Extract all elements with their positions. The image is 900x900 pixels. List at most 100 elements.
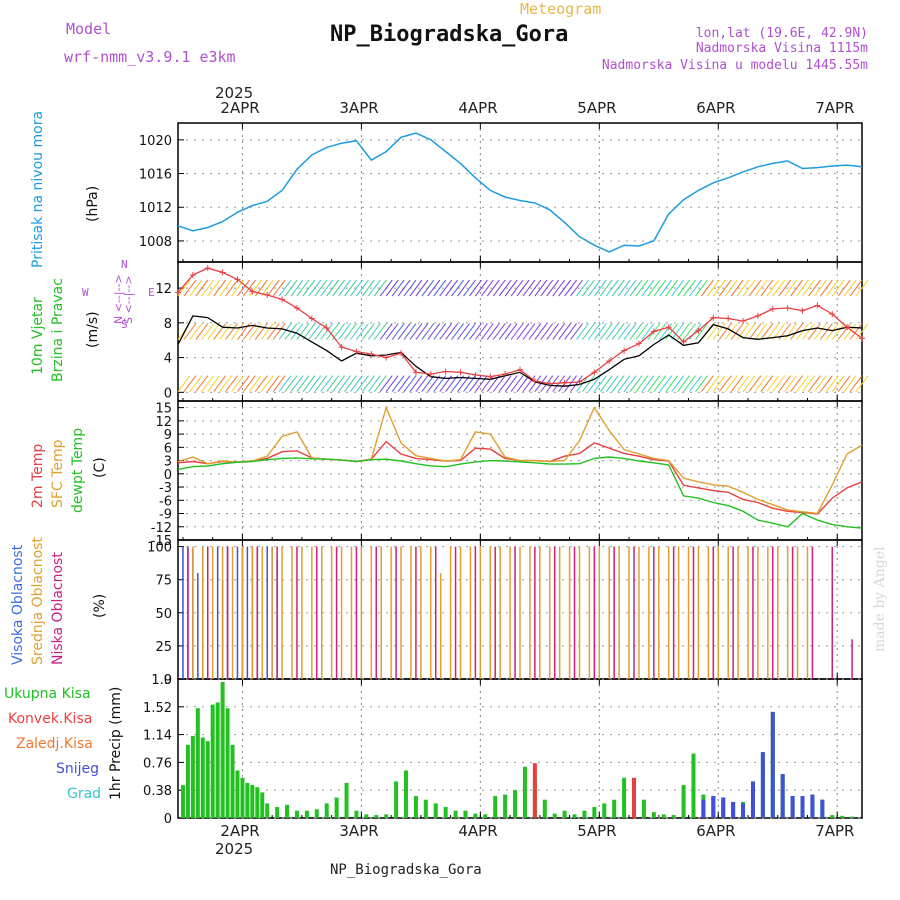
wind-barb (183, 375, 197, 392)
wind-barb (296, 375, 310, 392)
precip-bar (612, 799, 617, 818)
temperature-ytick-label: 3 (164, 455, 172, 470)
wind-barb (350, 375, 363, 392)
precip-bar (190, 736, 195, 818)
precip-bar (760, 752, 765, 818)
model-label: Model (66, 20, 112, 38)
wind-barb (701, 375, 714, 392)
precip-bar (245, 782, 250, 818)
wind-barb (231, 323, 244, 340)
temperature-frame (177, 400, 863, 541)
wind-barb (605, 375, 619, 392)
cloud-ytick-label: 75 (155, 574, 172, 589)
wind-barb (564, 323, 578, 340)
wind-barb (391, 375, 405, 392)
precip-bar (503, 794, 508, 818)
wind-barb (189, 279, 203, 297)
wind-barb (439, 323, 453, 340)
precip-bar (235, 770, 240, 818)
wind-barb (570, 279, 583, 297)
pressure-ytick-label: 1008 (139, 235, 172, 250)
wind-barb (748, 279, 762, 297)
wind-barb (272, 323, 286, 340)
wind-barb (367, 279, 381, 297)
wind-barb (671, 375, 685, 392)
lonlat-label: lon,lat (19.6E, 42.9N) (695, 26, 868, 41)
precip-bar (493, 796, 498, 818)
wind-barb (183, 279, 197, 297)
wind-barb (320, 323, 334, 340)
precip-bar (275, 807, 280, 818)
wind-barb (760, 279, 774, 297)
precip-bar (200, 737, 205, 818)
wind-barb (492, 323, 506, 340)
meteogram-label: Meteogram (520, 0, 602, 18)
precip-bar (691, 753, 696, 818)
wind-barb (373, 323, 387, 340)
precip-bar (770, 711, 775, 818)
wind-barb (296, 279, 310, 297)
wind-barb (522, 375, 536, 392)
wind-barb (564, 279, 578, 297)
wind-barb (855, 279, 869, 297)
wind-barb (266, 279, 280, 297)
precip-bar (741, 803, 746, 818)
bottom-day-label: 2APR (220, 822, 260, 840)
wind-barb (290, 323, 304, 340)
footer-station: NP_Biogradska_Gora (330, 862, 482, 878)
precip-bar (265, 803, 270, 818)
precip-bar (324, 803, 329, 818)
wind-barb (837, 323, 851, 340)
top-day-label: 4APR (458, 99, 498, 117)
wind-barb (504, 375, 518, 392)
precip-bar (255, 787, 260, 818)
wind-barb (837, 279, 851, 297)
wind-barb (219, 323, 233, 340)
wind-barb (469, 323, 482, 340)
wind-barb (338, 375, 351, 392)
wind-barb (617, 323, 631, 340)
top-year-label: 2025 (215, 84, 254, 102)
wind-barb (207, 323, 221, 340)
precip-bar (225, 708, 230, 818)
wind-barb (736, 279, 750, 297)
wind-barb (397, 279, 411, 297)
wind-barb (689, 375, 702, 392)
precip-bar (830, 815, 835, 818)
wind-barb (528, 323, 542, 340)
wind-barb (332, 279, 346, 297)
wind-barb (373, 375, 387, 392)
wind-barb (843, 375, 857, 392)
wind-barb (457, 323, 470, 340)
wind-barb (683, 279, 696, 297)
wind-barb (819, 375, 833, 392)
wind-barb (534, 323, 548, 340)
wind-barb (183, 323, 197, 340)
wind-barb (385, 375, 399, 392)
wind-barb (778, 279, 792, 297)
wind-barb (635, 375, 649, 392)
temperature-ytick-label: -3 (159, 481, 172, 496)
wind-barb (730, 375, 744, 392)
wind-barb (272, 375, 286, 392)
precip-bar (632, 777, 636, 818)
precip-bar (413, 796, 418, 818)
pressure-ytick-label: 1020 (139, 134, 172, 149)
wind-barb (629, 279, 643, 297)
precip-bar (850, 816, 855, 818)
wind-barb (415, 323, 429, 340)
wind-barb (278, 375, 292, 392)
precip-bar (681, 785, 686, 818)
wind-barb (599, 279, 613, 297)
precip-bar (230, 744, 235, 818)
wind-barb (403, 279, 417, 297)
precip-ytick-label: 0.76 (143, 756, 172, 771)
wind-barb (201, 323, 215, 340)
wind-barb (397, 375, 411, 392)
precip-legend-convective: Konvek.Kisa (8, 711, 93, 727)
temp-line (177, 440, 863, 515)
precip-bar (522, 766, 527, 818)
wind-barb (391, 323, 405, 340)
wind-barb (683, 323, 696, 340)
wind-barb (254, 323, 268, 340)
